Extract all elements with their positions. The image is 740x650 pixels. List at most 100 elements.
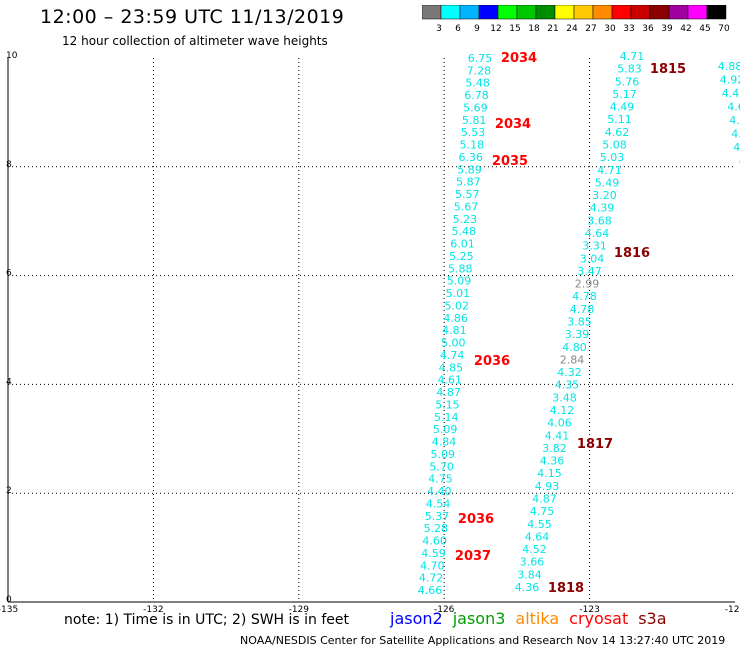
grid [7,58,735,603]
wave-height-label: 5.70 [429,460,454,473]
wave-height-label: 4.55 [527,518,552,531]
wave-height-label: 4.40 [427,485,452,498]
wave-height-label: 4.62 [605,126,630,139]
wave-height-label: 3.82 [542,442,567,455]
wave-height-label: 4.36 [540,455,565,468]
wave-height-label: 4.85 [439,361,464,374]
color-scale-label: 3 [436,24,442,33]
wave-height-label: 4.47 [722,87,740,100]
latitude-tick-label: 10 [6,51,18,61]
time-stamp: 1816 [614,246,650,261]
color-scale-label: 39 [661,24,673,33]
longitude-tick-label: -129 [289,605,310,615]
wave-height-label: 4.80 [562,341,587,354]
track-c: 4.884.924.474.64.34.14.04. [718,60,740,168]
wave-height-label: 4.06 [547,417,572,430]
wave-height-label: 7.28 [467,64,492,77]
wave-height-label: 4.61 [438,374,463,387]
wave-height-label: 5.48 [465,77,490,90]
wave-height-label: 5.14 [434,411,459,424]
legend-item-jason3: jason3 [452,609,506,628]
wave-height-label: 3.47 [577,265,602,278]
page-subtitle: 12 hour collection of altimeter wave hei… [62,34,328,48]
color-scale-label: 15 [509,24,520,33]
wave-height-label: 4.88 [718,60,740,73]
wave-height-label: 6.01 [450,238,475,251]
wave-height-label: 5.37 [425,510,450,523]
wave-height-label: 5.57 [455,188,480,201]
legend-item-altika: altika [515,609,560,628]
wave-height-label: 4.35 [555,379,580,392]
wave-height-label: 4.52 [522,543,547,556]
color-scale-label: 33 [623,24,634,33]
latitude-tick-label: 4 [6,377,12,387]
time-stamp: 1815 [650,62,686,77]
wave-height-label: 6.78 [464,89,489,102]
wave-height-label: 5.01 [446,287,471,300]
wave-height-label: 5.69 [463,101,488,114]
wave-height-label: 3.84 [517,568,542,581]
wave-height-label: 5.08 [602,139,627,152]
wave-height-label: 5.18 [460,139,485,152]
wave-height-label: 5.00 [441,337,466,350]
wave-height-label: 4.66 [418,584,443,597]
wave-height-label: 3.31 [582,240,607,253]
wave-height-label: 4.74 [440,349,465,362]
wave-height-label: 3.39 [565,328,590,341]
color-scale-label: 70 [718,24,730,33]
wave-height-label: 4.81 [442,324,467,337]
time-stamp: 2037 [455,549,491,564]
time-stamp: 1818 [548,581,584,596]
color-scale-label: 6 [455,24,461,33]
wave-height-label: 5.25 [449,250,474,263]
wave-height-label: 5.23 [453,213,478,226]
latitude-tick-label: 0 [6,595,12,605]
latitude-tick-label: 8 [6,160,12,170]
wave-height-label: 4.93 [535,480,560,493]
wave-height-label: 4.86 [443,312,468,325]
color-swatch [706,5,727,20]
longitude-tick-label: -132 [143,605,163,615]
color-scale-label: 36 [642,24,654,33]
wave-height-label: 3.85 [567,316,592,329]
time-stamp: 2035 [492,154,528,169]
color-scale-label: 30 [604,24,616,33]
wave-height-label: 5.02 [444,299,469,312]
wave-height-label: 4.78 [570,303,595,316]
wave-height-label: 4.3 [729,114,740,127]
wave-height-label: 6.36 [458,151,483,164]
wave-height-label: 5.28 [424,522,449,535]
wave-height-label: 4.60 [422,535,447,548]
wave-height-label: 5.88 [448,262,473,275]
color-scale-label: 45 [699,24,710,33]
wave-height-label: 3.48 [552,391,577,404]
wave-height-label: 4. [739,155,740,168]
wave-height-label: 4.36 [515,581,540,594]
color-scale-label: 18 [528,24,540,33]
wave-height-label: 4.64 [585,227,610,240]
note-text: note: 1) Time is in UTC; 2) SWH is in fe… [64,612,350,628]
wave-height-label: 4.39 [590,202,615,215]
wave-height-label: 4.49 [610,101,635,114]
wave-height-label: 5.11 [607,113,632,126]
wave-height-label: 5.89 [457,163,482,176]
wave-height-label: 5.49 [595,176,620,189]
wave-height-label: 5.53 [461,126,486,139]
color-scale-label: 12 [490,24,501,33]
wave-height-label: 4.75 [428,473,453,486]
wave-height-label: 4.6 [727,101,740,114]
wave-height-label: 5.83 [617,63,642,76]
wave-height-label: 3.68 [587,214,612,227]
time-stamp: 2036 [458,512,494,527]
wave-height-label: 4.0 [733,141,740,154]
wave-height-label: 4.92 [720,74,740,87]
wave-height-label: 5.09 [431,448,456,461]
wave-height-label: 4.15 [537,467,562,480]
legend-item-cryosat: cryosat [569,609,629,628]
wave-height-label: 4.84 [432,436,457,449]
wave-height-label: 4.1 [731,128,740,141]
page-title: 12:00 – 23:59 UTC 11/13/2019 [40,6,345,28]
wave-height-label: 5.09 [447,275,472,288]
track-a: 6.757.285.486.785.695.815.535.186.365.89… [418,52,493,597]
